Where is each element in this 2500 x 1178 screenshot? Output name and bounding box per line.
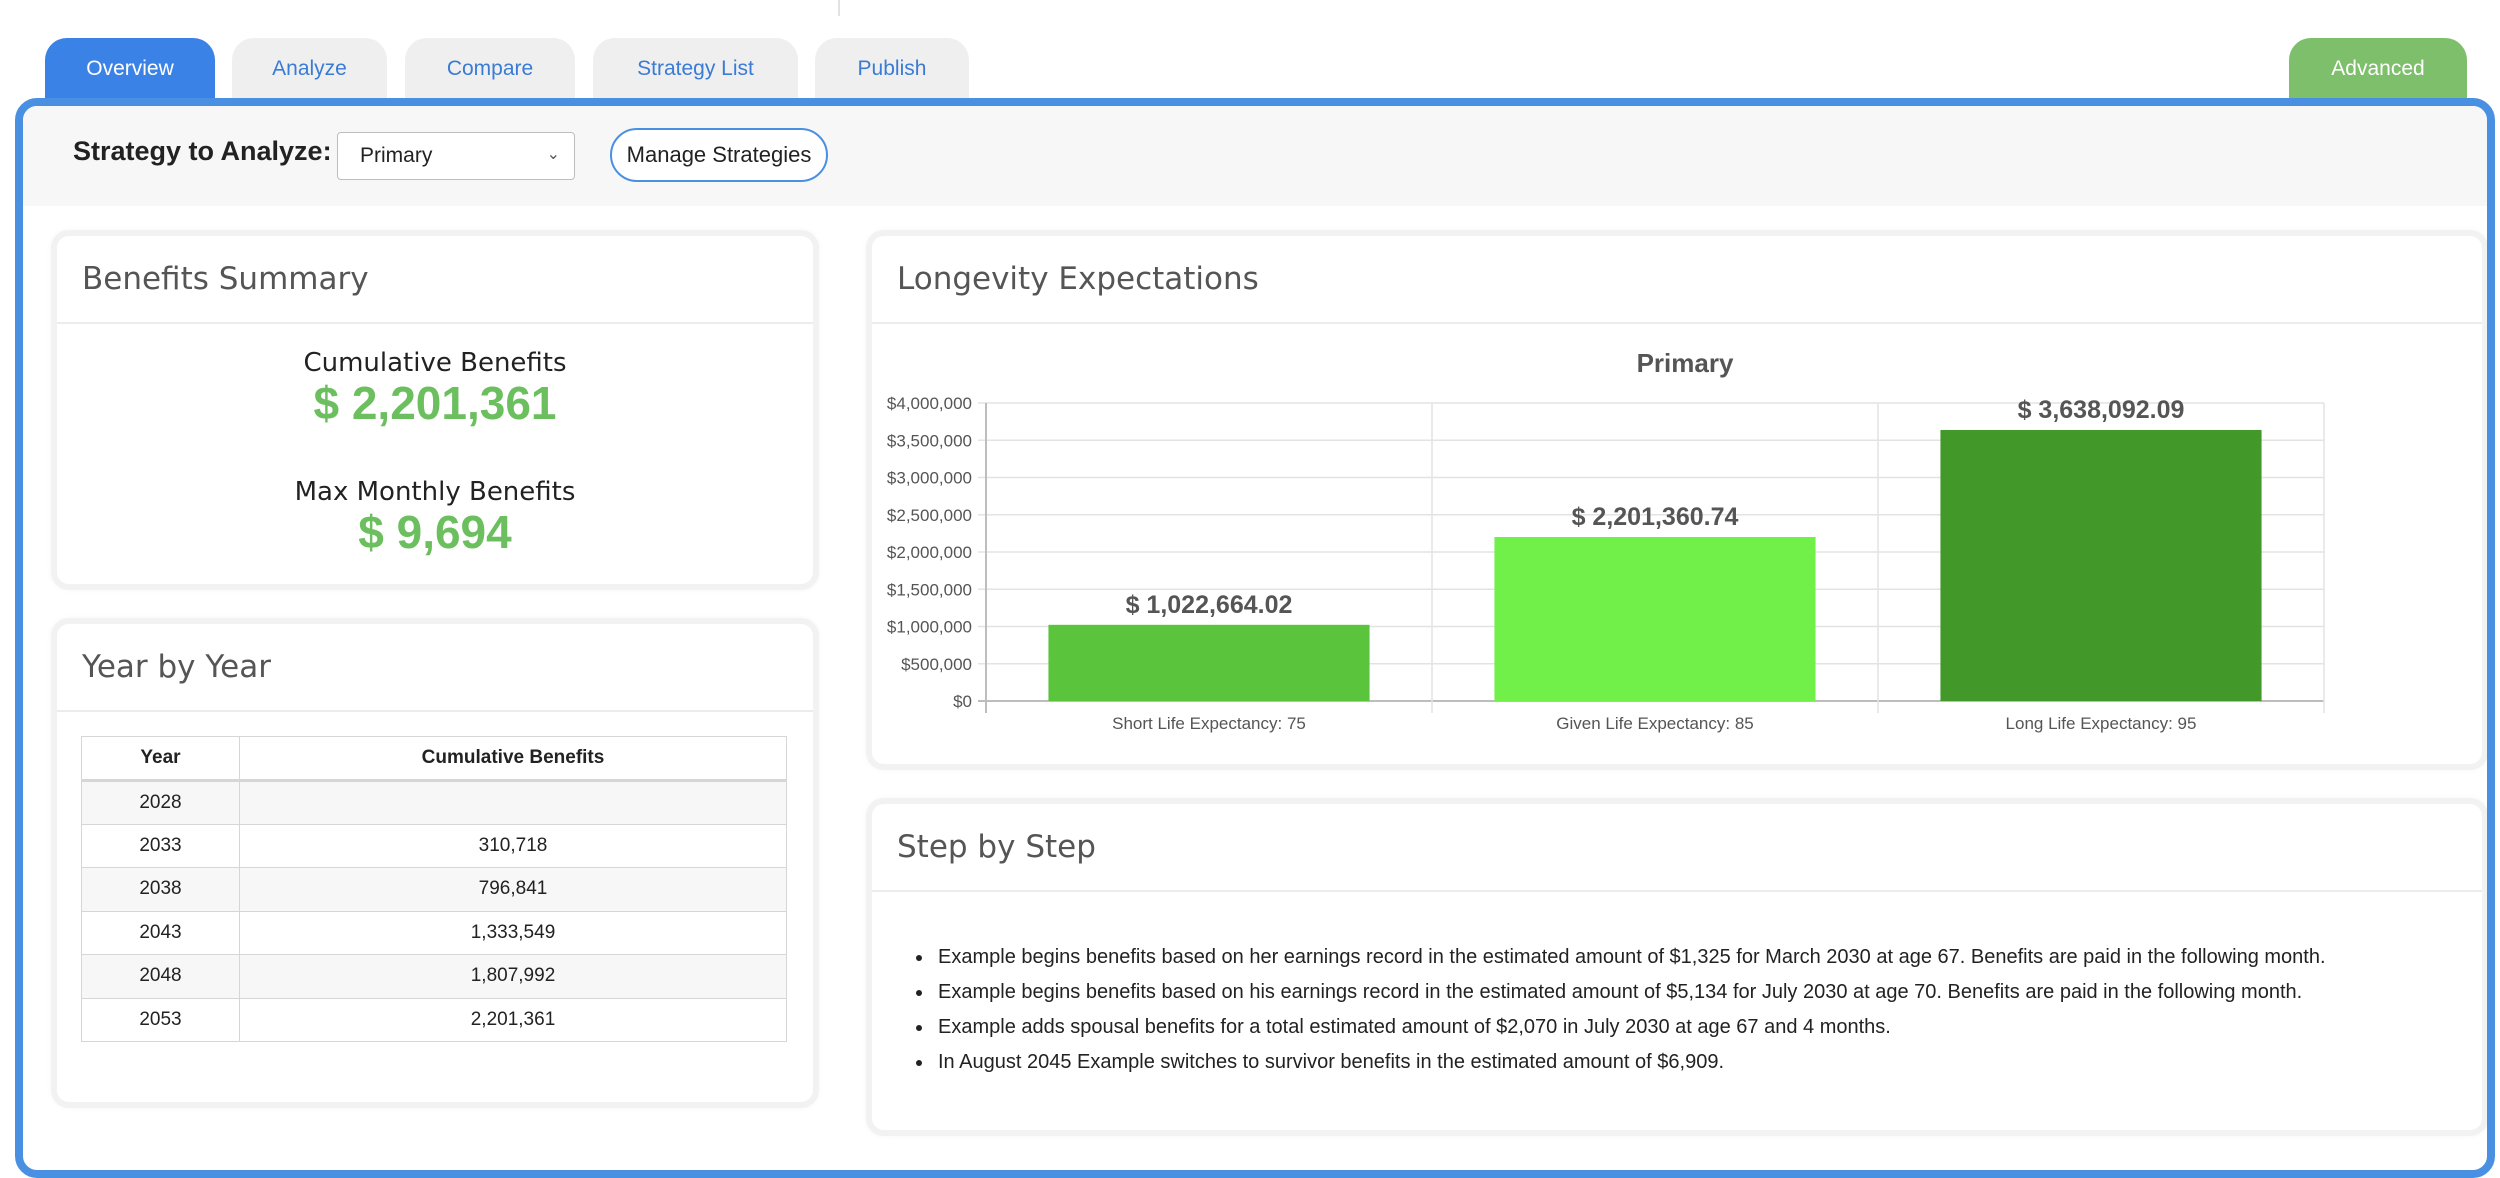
cumulative-cell: 310,718 bbox=[239, 823, 787, 868]
y-tick-label: $4,000,000 bbox=[887, 394, 972, 413]
table-row: 2053 2,201,361 bbox=[81, 997, 787, 1042]
longevity-title: Longevity Expectations bbox=[897, 261, 1259, 297]
strategy-select[interactable]: Primary ⌄ bbox=[337, 132, 575, 180]
step-item: Example begins benefits based on her ear… bbox=[934, 940, 2326, 975]
max-monthly-benefits-label: Max Monthly Benefits bbox=[294, 477, 576, 507]
y-tick-label: $3,500,000 bbox=[887, 431, 972, 450]
bar-data-label: $ 3,638,092.09 bbox=[2018, 396, 2185, 424]
cumulative-benefits-label: Cumulative Benefits bbox=[303, 348, 567, 378]
benefits-summary-card: Benefits Summary Cumulative Benefits $ 2… bbox=[51, 230, 819, 590]
year-cell: 2053 bbox=[81, 997, 240, 1042]
bar-data-label: $ 1,022,664.02 bbox=[1126, 591, 1293, 619]
tab-publish[interactable]: Publish bbox=[815, 38, 969, 100]
step-item: Example adds spousal benefits for a tota… bbox=[934, 1010, 2326, 1045]
longevity-card: Longevity Expectations Primary $0 $500,000… bbox=[866, 230, 2487, 770]
table-row: 2028 bbox=[81, 780, 787, 825]
x-tick-label: Given Life Expectancy: 85 bbox=[1556, 714, 1754, 733]
strategy-select-value: Primary bbox=[360, 144, 433, 167]
cumulative-cell: 1,333,549 bbox=[239, 910, 787, 955]
chevron-down-icon: ⌄ bbox=[546, 146, 560, 163]
tab-strategy-list[interactable]: Strategy List bbox=[593, 38, 798, 100]
table-row: 2033 310,718 bbox=[81, 823, 787, 868]
strategy-label: Strategy to Analyze: bbox=[73, 136, 332, 166]
cumulative-benefits-value: $ 2,201,361 bbox=[313, 377, 557, 429]
top-divider bbox=[838, 0, 840, 16]
year-cell: 2038 bbox=[81, 867, 240, 912]
table-row: 2038 796,841 bbox=[81, 867, 787, 912]
y-tick-label: $0 bbox=[953, 692, 972, 711]
benefits-summary-title: Benefits Summary bbox=[82, 261, 369, 297]
overview-panel: Strategy to Analyze: Primary ⌄ Manage St… bbox=[15, 98, 2495, 1178]
step-item: Example begins benefits based on his ear… bbox=[934, 975, 2326, 1010]
step-item: In August 2045 Example switches to survi… bbox=[934, 1045, 2326, 1080]
cumulative-cell: 1,807,992 bbox=[239, 954, 787, 999]
year-by-year-title: Year by Year bbox=[82, 649, 271, 685]
chart-bar bbox=[1940, 429, 2262, 701]
chart-title: Primary bbox=[1637, 348, 1734, 378]
year-cell: 2043 bbox=[81, 910, 240, 955]
year-cell: 2028 bbox=[81, 780, 240, 825]
y-tick-label: $1,500,000 bbox=[887, 580, 972, 599]
y-tick-label: $500,000 bbox=[901, 655, 972, 674]
strategy-bar: Strategy to Analyze: Primary ⌄ Manage St… bbox=[23, 106, 2487, 206]
cumulative-cell bbox=[239, 780, 787, 825]
y-tick-label: $1,000,000 bbox=[887, 618, 972, 637]
year-by-year-table: Year Cumulative Benefits 2028 2033 310,7… bbox=[81, 736, 787, 1042]
cumulative-cell: 2,201,361 bbox=[239, 997, 787, 1042]
longevity-header: Longevity Expectations bbox=[872, 236, 2482, 324]
y-tick-label: $3,000,000 bbox=[887, 469, 972, 488]
table-row: 2048 1,807,992 bbox=[81, 954, 787, 999]
year-cell: 2033 bbox=[81, 823, 240, 868]
y-tick-label: $2,000,000 bbox=[887, 543, 972, 562]
chart-bar bbox=[1048, 624, 1370, 701]
step-list: Example begins benefits based on her ear… bbox=[934, 940, 2326, 1080]
tab-analyze[interactable]: Analyze bbox=[232, 38, 387, 100]
manage-strategies-button[interactable]: Manage Strategies bbox=[610, 128, 828, 182]
tab-overview[interactable]: Overview bbox=[45, 38, 215, 100]
max-monthly-benefits-value: $ 9,694 bbox=[358, 506, 512, 558]
table-header-row: Year Cumulative Benefits bbox=[81, 736, 787, 782]
column-header-year: Year bbox=[81, 736, 240, 782]
table-row: 2043 1,333,549 bbox=[81, 910, 787, 955]
x-tick-label: Short Life Expectancy: 75 bbox=[1112, 714, 1306, 733]
bar-data-label: $ 2,201,360.74 bbox=[1572, 503, 1739, 531]
x-tick-label: Long Life Expectancy: 95 bbox=[2006, 714, 2197, 733]
tab-compare[interactable]: Compare bbox=[405, 38, 575, 100]
longevity-chart: Primary $0 $500,000 $1,000,000 $1,500,000 $2,… bbox=[887, 348, 2325, 733]
y-tick-label: $2,500,000 bbox=[887, 506, 972, 525]
cumulative-cell: 796,841 bbox=[239, 867, 787, 912]
chart-bar bbox=[1494, 536, 1816, 701]
year-by-year-header: Year by Year bbox=[57, 624, 813, 712]
column-header-cumulative-benefits: Cumulative Benefits bbox=[239, 736, 787, 782]
tab-advanced[interactable]: Advanced bbox=[2289, 38, 2467, 100]
step-by-step-header: Step by Step bbox=[872, 804, 2482, 892]
year-cell: 2048 bbox=[81, 954, 240, 999]
step-by-step-card: Step by Step Example begins benefits bas… bbox=[866, 798, 2487, 1136]
year-by-year-card: Year by Year Year Cumulative Benefits 20… bbox=[51, 618, 819, 1108]
step-by-step-title: Step by Step bbox=[897, 829, 1096, 865]
benefits-summary-header: Benefits Summary bbox=[57, 236, 813, 324]
